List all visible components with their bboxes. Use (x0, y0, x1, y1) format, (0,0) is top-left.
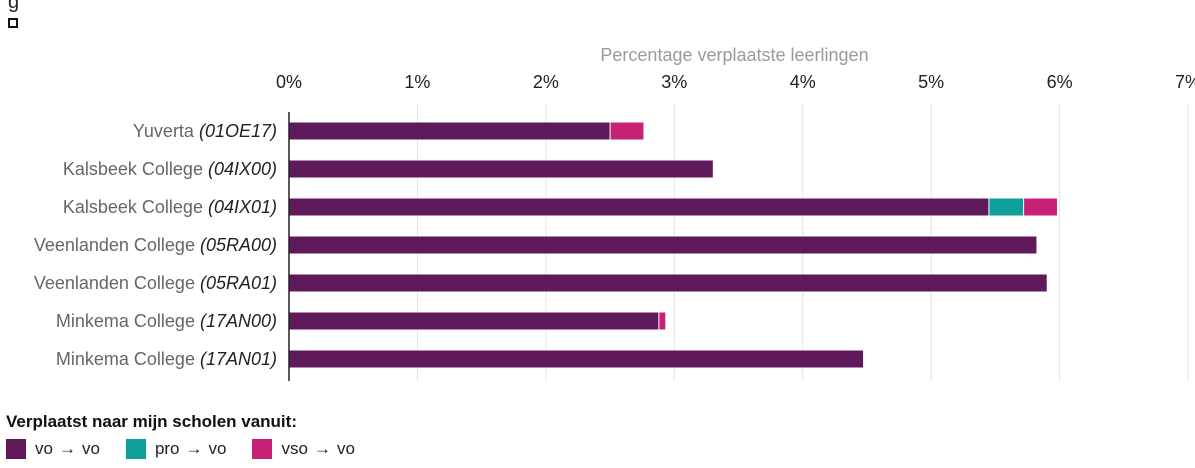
category-label: Veenlanden College (05RA00) (34, 235, 277, 255)
category-school-name: Veenlanden College (34, 235, 200, 255)
category-school-name: Kalsbeek College (63, 159, 208, 179)
bars (289, 122, 1058, 368)
legend-swatch (6, 439, 26, 459)
bar-segment-vo-to-vo[interactable] (289, 274, 1047, 292)
legend-item-pro[interactable]: pro → vo (125, 439, 227, 459)
category-school-name: Minkema College (56, 349, 200, 369)
category-label: Minkema College (17AN00) (56, 311, 277, 331)
legend-from-label: vo (35, 439, 53, 458)
category-school-name: Veenlanden College (34, 273, 200, 293)
x-tick-label: 0% (276, 72, 302, 92)
top-heading-fragment: g (8, 0, 20, 13)
bar-segment-vo-to-vo[interactable] (289, 122, 611, 140)
category-school-name: Kalsbeek College (63, 197, 208, 217)
category-school-code: (17AN00) (200, 311, 277, 331)
bar-segment-vso-to-vo[interactable] (658, 312, 666, 330)
legend-title: Verplaatst naar mijn scholen vanuit: (6, 412, 297, 431)
category-school-code: (04IX00) (208, 159, 277, 179)
checkbox-icon[interactable] (8, 18, 18, 28)
bar-segment-vso-to-vo[interactable] (610, 122, 644, 140)
bar-segment-vo-to-vo[interactable] (289, 236, 1037, 254)
legend-swatch (252, 439, 273, 459)
x-axis-title: Percentage verplaatste leerlingen (600, 45, 868, 65)
legend-to-label: vo (208, 439, 227, 458)
arrow-right-icon: → (58, 439, 76, 458)
bar-chart: Yuverta (01OE17) Kalsbeek College (04IX00… (34, 45, 1195, 381)
legend-item-vso[interactable]: vso → vo (252, 439, 355, 459)
bar-segment-vo-to-vo[interactable] (289, 198, 989, 216)
legend-from-label: vso (281, 439, 308, 458)
legend-to-label: vo (336, 439, 355, 458)
x-tick-label: 1% (404, 72, 430, 92)
x-tick-label: 6% (1047, 72, 1073, 92)
arrow-right-icon: → (185, 439, 203, 458)
category-school-code: (05RA01) (200, 273, 277, 293)
legend-from-label: pro (154, 439, 180, 458)
category-school-name: Minkema College (56, 311, 200, 331)
x-tick-label: 5% (918, 72, 944, 92)
legend-to-label: vo (81, 439, 100, 458)
category-school-name: Yuverta (133, 121, 199, 141)
bar-segment-vo-to-vo[interactable] (289, 350, 864, 368)
category-labels: Yuverta (01OE17) Kalsbeek College (04IX00… (34, 121, 277, 369)
category-school-code: (17AN01) (200, 349, 277, 369)
x-tick-labels: 0% 1% 2% 3% 4% 5% 6% 7% (276, 72, 1195, 92)
category-label: Kalsbeek College (04IX01) (63, 197, 277, 217)
legend-item-vo[interactable]: vo → vo (6, 439, 100, 459)
category-label: Yuverta (01OE17) (133, 121, 277, 141)
arrow-right-icon: → (313, 439, 331, 458)
bar-segment-vo-to-vo[interactable] (289, 160, 713, 178)
category-label: Veenlanden College (05RA01) (34, 273, 277, 293)
x-tick-label: 4% (790, 72, 816, 92)
bar-segment-pro-to-vo[interactable] (988, 198, 1024, 216)
category-school-code: (05RA00) (200, 235, 277, 255)
legend: Verplaatst naar mijn scholen vanuit: vo →… (6, 412, 381, 459)
category-school-code: (04IX01) (208, 197, 277, 217)
x-tick-label: 2% (533, 72, 559, 92)
bar-segment-vo-to-vo[interactable] (289, 312, 659, 330)
bar-segment-vso-to-vo[interactable] (1023, 198, 1058, 216)
x-tick-label: 3% (661, 72, 687, 92)
x-tick-label: 7% (1175, 72, 1195, 92)
category-label: Kalsbeek College (04IX00) (63, 159, 277, 179)
legend-items: vo → vo pro → vo vso → vo (6, 439, 381, 459)
legend-swatch (125, 439, 146, 459)
category-label: Minkema College (17AN01) (56, 349, 277, 369)
category-school-code: (01OE17) (199, 121, 277, 141)
